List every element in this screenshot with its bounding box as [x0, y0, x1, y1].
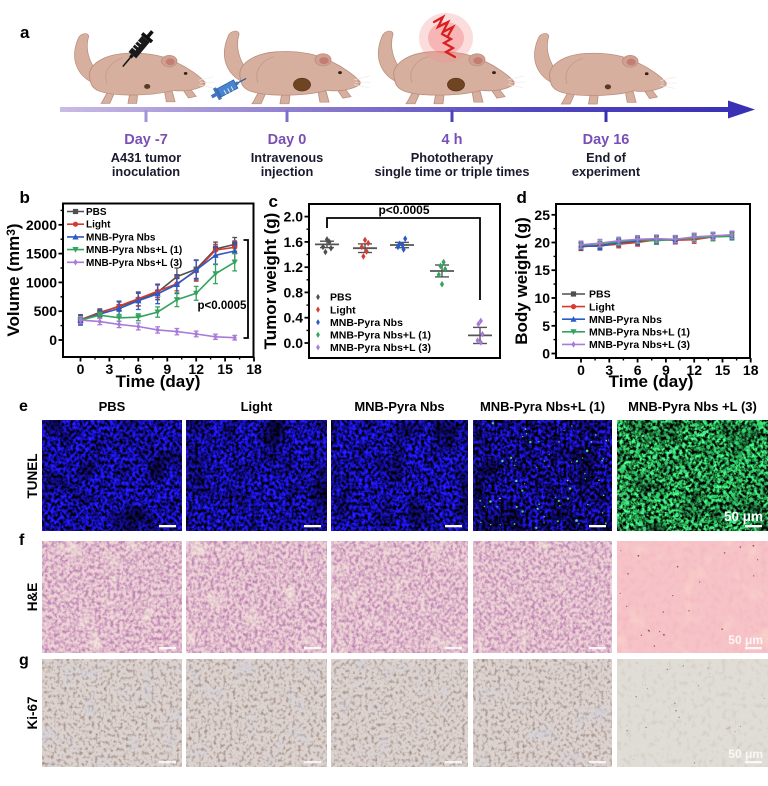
svg-text:15: 15	[715, 362, 731, 378]
svg-text:MNB-Pyra Nbs+L (3): MNB-Pyra Nbs+L (3)	[330, 342, 431, 354]
svg-text:15: 15	[217, 361, 233, 377]
svg-text:3: 3	[605, 362, 613, 378]
svg-text:0: 0	[577, 362, 585, 378]
svg-text:b: b	[20, 188, 30, 207]
svg-text:PBS: PBS	[86, 207, 107, 218]
svg-text:Time (day): Time (day)	[609, 372, 694, 391]
svg-text:injection: injection	[261, 164, 314, 179]
svg-text:c: c	[269, 192, 278, 211]
svg-text:p<0.0005: p<0.0005	[378, 203, 429, 217]
svg-text:Day -7: Day -7	[124, 132, 168, 148]
svg-text:MNB-Pyra Nbs: MNB-Pyra Nbs	[330, 317, 403, 329]
svg-text:4 h: 4 h	[442, 132, 463, 148]
svg-text:Phototherapy: Phototherapy	[411, 150, 494, 165]
svg-text:9: 9	[163, 361, 171, 377]
svg-text:0: 0	[542, 346, 550, 362]
svg-text:Tumor weight (g): Tumor weight (g)	[261, 213, 280, 350]
svg-text:a: a	[20, 23, 30, 42]
svg-text:50 μm: 50 μm	[724, 509, 763, 524]
svg-text:18: 18	[743, 362, 759, 378]
svg-text:9: 9	[662, 362, 670, 378]
svg-text:0.0: 0.0	[284, 335, 304, 351]
svg-text:PBS: PBS	[330, 292, 352, 304]
svg-text:3: 3	[106, 361, 114, 377]
svg-text:2000: 2000	[26, 217, 57, 233]
svg-text:Body weight (g): Body weight (g)	[512, 217, 531, 344]
svg-text:50 μm: 50 μm	[728, 747, 763, 761]
svg-text:Intravenous: Intravenous	[251, 150, 324, 165]
svg-text:p<0.0005: p<0.0005	[198, 300, 248, 312]
svg-text:Light: Light	[330, 304, 356, 316]
svg-text:Day 16: Day 16	[583, 132, 630, 148]
svg-text:MNB-Pyra Nbs+L (1): MNB-Pyra Nbs+L (1)	[86, 245, 182, 256]
svg-text:single time or triple times: single time or triple times	[374, 164, 529, 179]
svg-text:Light: Light	[86, 220, 111, 231]
svg-text:10: 10	[534, 290, 550, 306]
svg-text:0.4: 0.4	[284, 310, 304, 326]
svg-text:20: 20	[534, 235, 550, 251]
svg-text:Day 0: Day 0	[268, 132, 307, 148]
svg-text:1.6: 1.6	[284, 234, 304, 250]
svg-text:Volume (mm3): Volume (mm3)	[4, 223, 23, 336]
svg-text:End of: End of	[586, 150, 627, 165]
svg-text:5: 5	[542, 318, 550, 334]
svg-text:15: 15	[534, 262, 550, 278]
svg-text:MNB-Pyra Nbs+L (3): MNB-Pyra Nbs+L (3)	[589, 339, 690, 351]
svg-text:0.8: 0.8	[284, 284, 304, 300]
svg-text:1000: 1000	[26, 274, 57, 290]
svg-text:6: 6	[134, 361, 142, 377]
svg-text:500: 500	[34, 303, 58, 319]
svg-text:MNB-Pyra Nbs: MNB-Pyra Nbs	[86, 232, 156, 243]
svg-text:2.0: 2.0	[284, 209, 304, 225]
svg-text:MNB-Pyra Nbs+L (3): MNB-Pyra Nbs+L (3)	[86, 258, 182, 269]
svg-text:12: 12	[188, 361, 204, 377]
svg-text:6: 6	[634, 362, 642, 378]
svg-text:1.2: 1.2	[284, 259, 304, 275]
svg-text:MNB-Pyra Nbs: MNB-Pyra Nbs	[589, 314, 662, 326]
svg-text:experiment: experiment	[572, 164, 641, 179]
svg-text:50 μm: 50 μm	[728, 633, 763, 647]
svg-text:d: d	[517, 188, 527, 207]
svg-text:A431 tumor: A431 tumor	[111, 150, 181, 165]
svg-text:MNB-Pyra Nbs+L (1): MNB-Pyra Nbs+L (1)	[330, 330, 431, 342]
svg-text:18: 18	[246, 361, 262, 377]
svg-text:1500: 1500	[26, 246, 57, 262]
svg-text:inoculation: inoculation	[112, 164, 180, 179]
svg-text:PBS: PBS	[589, 289, 611, 301]
svg-text:12: 12	[686, 362, 702, 378]
svg-text:0: 0	[77, 361, 85, 377]
svg-text:Time (day): Time (day)	[116, 372, 201, 391]
svg-text:25: 25	[534, 207, 550, 223]
svg-text:MNB-Pyra Nbs+L (1): MNB-Pyra Nbs+L (1)	[589, 327, 690, 339]
svg-text:Light: Light	[589, 301, 615, 313]
svg-text:0: 0	[49, 332, 57, 348]
